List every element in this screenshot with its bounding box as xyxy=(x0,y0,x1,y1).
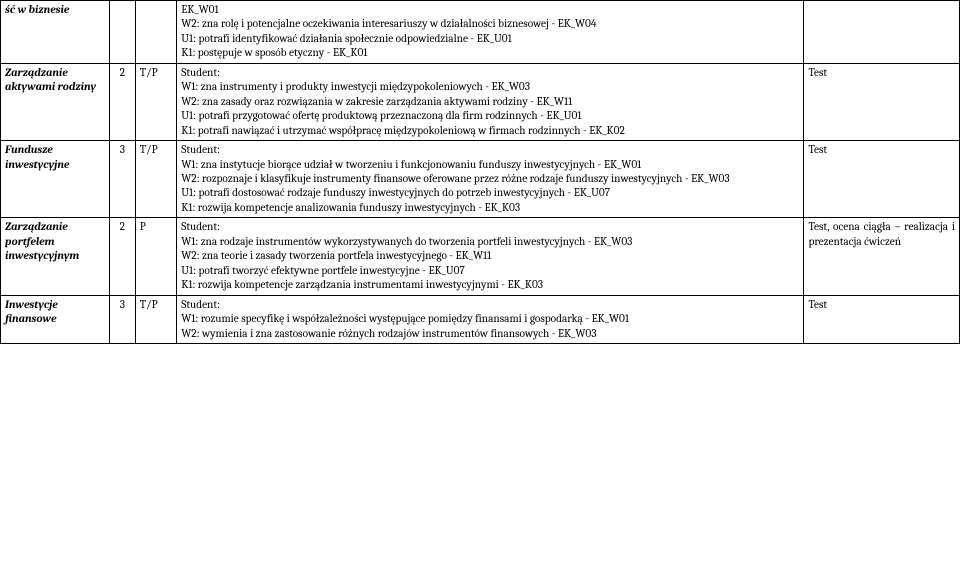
table-row: Inwestycje finansowe3T/PStudent:W1: rozu… xyxy=(1,295,960,343)
table-row: Zarządzanie portfelem inwestycyjnym2PStu… xyxy=(1,218,960,295)
description-cell: Student:W1: zna instytucje biorące udzia… xyxy=(177,141,804,218)
description-cell: Student:W1: zna rodzaje instrumentów wyk… xyxy=(177,218,804,295)
assessment-cell: Test xyxy=(804,63,960,140)
assessment-cell: Test, ocena ciągła – realizacja i prezen… xyxy=(804,218,960,295)
table-row: ść w biznesie EK_W01W2: zna rolę i potenc… xyxy=(1,1,960,64)
hours-cell: 3 xyxy=(109,141,135,218)
hours-cell: 3 xyxy=(109,295,135,343)
type-cell: P xyxy=(135,218,176,295)
type-cell xyxy=(135,1,176,64)
table-row: Zarządzanie aktywami rodziny2T/PStudent:… xyxy=(1,63,960,140)
type-cell: T/P xyxy=(135,141,176,218)
subject-cell: Fundusze inwestycyjne xyxy=(1,141,110,218)
hours-cell xyxy=(109,1,135,64)
hours-cell: 2 xyxy=(109,63,135,140)
assessment-cell: Test xyxy=(804,295,960,343)
table-body: ść w biznesie EK_W01W2: zna rolę i potenc… xyxy=(1,1,960,344)
subject-cell: Zarządzanie portfelem inwestycyjnym xyxy=(1,218,110,295)
course-table: ść w biznesie EK_W01W2: zna rolę i potenc… xyxy=(0,0,960,344)
assessment-cell xyxy=(804,1,960,64)
type-cell: T/P xyxy=(135,63,176,140)
hours-cell: 2 xyxy=(109,218,135,295)
description-cell: EK_W01W2: zna rolę i potencjalne oczekiw… xyxy=(177,1,804,64)
subject-cell: Zarządzanie aktywami rodziny xyxy=(1,63,110,140)
table-row: Fundusze inwestycyjne3T/PStudent:W1: zna… xyxy=(1,141,960,218)
subject-cell: Inwestycje finansowe xyxy=(1,295,110,343)
description-cell: Student:W1: zna instrumenty i produkty i… xyxy=(177,63,804,140)
subject-cell: ść w biznesie xyxy=(1,1,110,64)
description-cell: Student:W1: rozumie specyfikę i współzal… xyxy=(177,295,804,343)
type-cell: T/P xyxy=(135,295,176,343)
assessment-cell: Test xyxy=(804,141,960,218)
